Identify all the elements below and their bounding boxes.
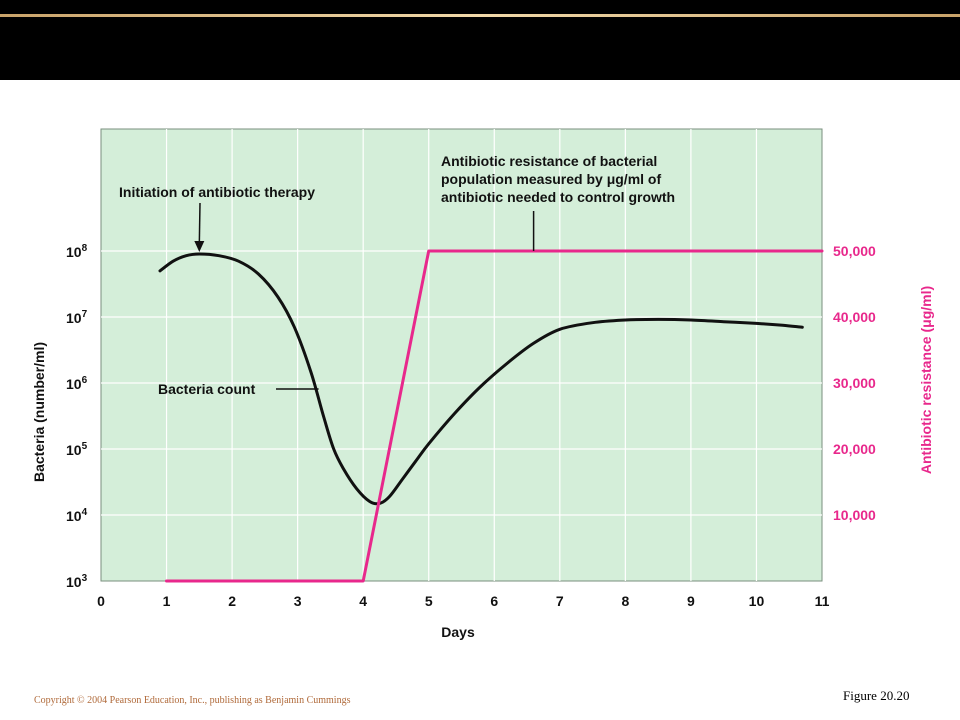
annotation-leader [198, 202, 201, 245]
y-left-tick-label: 103 [66, 573, 88, 590]
x-tick-label: 6 [490, 593, 498, 609]
y-right-tick-label: 50,000 [833, 243, 876, 259]
x-tick-label: 4 [359, 593, 367, 609]
x-tick-label: 0 [97, 593, 105, 609]
y-left-tick-label: 104 [66, 507, 88, 524]
y-left-tick-label: 105 [66, 441, 88, 458]
annotation-text: population measured by μg/ml of [441, 171, 661, 187]
figure-label: Figure 20.20 [843, 688, 910, 703]
x-tick-label: 2 [228, 593, 236, 609]
y-right-axis-label: Antibiotic resistance (μg/ml) [918, 286, 934, 474]
resistance-line [165, 249, 824, 583]
annotation-text: antibiotic needed to control growth [441, 189, 675, 205]
y-right-tick-label: 10,000 [833, 507, 876, 523]
y-left-tick-label: 108 [66, 243, 88, 260]
x-tick-label: 11 [815, 593, 830, 609]
annotation-arrowhead [194, 241, 205, 253]
x-axis-label: Days [441, 624, 475, 640]
y-left-axis-label: Bacteria (number/ml) [31, 342, 47, 482]
x-tick-label: 1 [163, 593, 171, 609]
annotation-text: Bacteria count [158, 381, 256, 397]
copyright-text: Copyright © 2004 Pearson Education, Inc.… [34, 695, 351, 706]
x-tick-label: 5 [425, 593, 433, 609]
y-right-tick-label: 40,000 [833, 309, 876, 325]
x-tick-label: 3 [294, 593, 302, 609]
x-tick-label: 8 [621, 593, 629, 609]
y-left-tick-label: 107 [66, 309, 88, 326]
y-right-tick-label: 20,000 [833, 441, 876, 457]
annotation-text: Initiation of antibiotic therapy [119, 184, 315, 200]
x-tick-label: 7 [556, 593, 564, 609]
y-left-tick-label: 106 [66, 375, 88, 392]
bacteria-count-line [158, 252, 804, 506]
header-accent-line [0, 14, 960, 17]
x-tick-label: 10 [749, 593, 765, 609]
plot-area [100, 128, 823, 582]
x-tick-label: 9 [687, 593, 695, 609]
annotation-text: Antibiotic resistance of bacterial [441, 153, 657, 169]
y-right-tick-label: 30,000 [833, 375, 876, 391]
header-band [0, 0, 960, 80]
